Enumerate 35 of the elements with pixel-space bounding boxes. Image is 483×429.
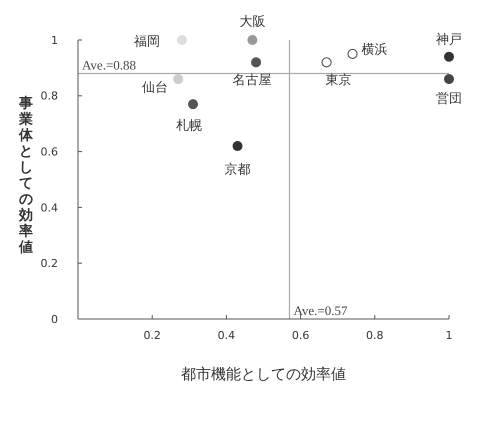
point (251, 57, 262, 68)
series-label: 京都 (224, 162, 251, 178)
y-tick-label: 0.2 (40, 257, 58, 270)
ref-line-label: Ave.=0.88 (82, 57, 136, 72)
point (173, 74, 184, 84)
series-label: 福岡 (134, 34, 160, 50)
x-tick-label: 0.6 (292, 328, 310, 342)
x-tick-label: 0.2 (143, 328, 161, 342)
y-tick-label: 1 (51, 34, 58, 47)
x-tick-label: 0.8 (366, 328, 384, 342)
series-label: 仙台 (142, 80, 168, 96)
x-tick-label: 1 (446, 328, 452, 342)
point (176, 34, 187, 46)
point (188, 99, 198, 110)
x-axis-title: 都市機能としての効率値 (181, 365, 346, 383)
point (444, 52, 454, 62)
series-label: 東京 (326, 72, 352, 88)
series-label: 大阪 (239, 14, 266, 30)
text: 事業体としての効率値 (19, 96, 33, 256)
x-tick-label: 0.4 (218, 328, 236, 342)
y-tick-label: 0.6 (40, 146, 58, 159)
series-label: 営団 (436, 92, 462, 107)
ref-line-label: Ave.=0.57 (293, 303, 348, 318)
point (444, 74, 454, 84)
series-label: 神戸 (436, 32, 462, 48)
point (322, 57, 332, 68)
point (348, 48, 358, 59)
series-label: 札幌 (176, 118, 202, 134)
point (232, 141, 243, 152)
series-label: 名古屋 (232, 72, 272, 88)
y-tick-label: 0 (51, 312, 58, 326)
series-label: 横浜 (362, 42, 388, 58)
point (247, 34, 258, 46)
y-tick-label: 0.8 (40, 90, 58, 103)
y-tick-label: 0.4 (40, 201, 58, 214)
